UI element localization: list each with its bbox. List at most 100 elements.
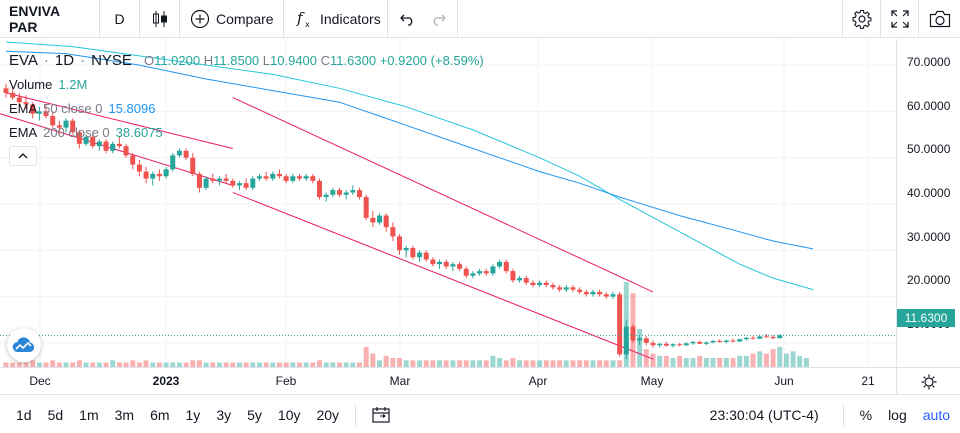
candle-body	[350, 190, 356, 193]
candle-body	[750, 337, 756, 339]
range-6m[interactable]: 6m	[150, 406, 170, 423]
candle-body	[216, 178, 222, 181]
interval-button[interactable]: D	[100, 0, 140, 38]
compare-button[interactable]: Compare	[180, 0, 284, 38]
snapshot-button[interactable]	[918, 0, 960, 38]
undo-icon[interactable]	[400, 12, 416, 26]
close-value: 11.6300	[330, 52, 377, 68]
volume-bar	[677, 355, 683, 367]
volume-bar	[270, 362, 276, 367]
legend-collapse-button[interactable]	[9, 146, 37, 166]
symbol-legend: EVA · 1D · NYSE O11.0200 H11.8500 L10.94…	[9, 48, 484, 72]
auto-toggle[interactable]: auto	[922, 406, 950, 423]
candle-body	[3, 88, 9, 93]
volume-bar	[83, 362, 89, 367]
price-tick: 30.0000	[907, 230, 951, 244]
change-value: +0.9200 (+8.59%)	[379, 52, 484, 68]
goto-date-icon[interactable]	[364, 406, 398, 423]
volume-bar	[357, 362, 363, 367]
divider	[355, 403, 357, 426]
candle-body	[483, 271, 489, 274]
candle-body	[470, 273, 476, 276]
range-5y[interactable]: 5y	[247, 406, 262, 423]
volume-bar	[657, 355, 663, 367]
range-3m[interactable]: 3m	[114, 406, 135, 423]
candle-body	[263, 176, 269, 179]
volume-bar	[316, 360, 322, 367]
volume-bar	[36, 362, 42, 367]
volume-bar	[256, 362, 262, 367]
volume-bar	[397, 358, 403, 367]
candle-body	[143, 171, 149, 179]
candle-body	[403, 247, 409, 251]
volume-bar	[790, 351, 796, 367]
percent-toggle[interactable]: %	[859, 406, 873, 423]
volume-bar	[343, 362, 349, 367]
volume-bar	[437, 360, 443, 367]
volume-bar	[450, 360, 456, 367]
volume-bar	[497, 358, 503, 367]
symbol-search-button[interactable]: ENVIVA PAR	[0, 0, 100, 38]
volume-legend[interactable]: Volume 1.2M	[9, 72, 484, 96]
ema50-line	[5, 50, 814, 250]
volume-bar	[210, 362, 216, 367]
volume-bar	[423, 360, 429, 367]
range-20y[interactable]: 20y	[316, 406, 340, 423]
volume-bar	[430, 360, 436, 367]
fullscreen-button[interactable]	[880, 0, 918, 38]
volume-bar	[10, 362, 16, 367]
candle-body	[343, 192, 349, 195]
ema50-legend[interactable]: EMA 50 close 0 15.8096	[9, 96, 484, 120]
last-price-label: 11.6300	[897, 309, 955, 327]
volume-bar	[123, 362, 129, 367]
candle-body	[530, 282, 536, 285]
price-chart[interactable]	[0, 39, 896, 367]
volume-bar	[730, 358, 736, 367]
indicators-label: Indicators	[320, 11, 381, 27]
range-5d[interactable]: 5d	[47, 406, 64, 423]
volume-bar	[603, 360, 609, 367]
time-axis[interactable]: Dec 2023 Feb Mar Apr May Jun 21	[0, 367, 960, 395]
range-1d[interactable]: 1d	[16, 406, 32, 423]
candle-body	[763, 336, 769, 338]
timezone-clock[interactable]: 23:30:04 (UTC-4)	[709, 406, 819, 423]
candle-body	[683, 343, 689, 346]
log-toggle[interactable]: log	[888, 406, 907, 423]
range-1y[interactable]: 1y	[185, 406, 201, 423]
candle-body	[730, 340, 736, 342]
ema200-legend[interactable]: EMA 200 close 0 38.6075	[9, 120, 484, 144]
candle-body	[103, 141, 109, 151]
volume-bar	[517, 360, 523, 367]
tradingview-logo-button[interactable]	[7, 328, 41, 362]
range-10y[interactable]: 10y	[277, 406, 301, 423]
volume-bar	[710, 358, 716, 367]
chart-pane[interactable]	[0, 39, 960, 367]
range-1m[interactable]: 1m	[79, 406, 99, 423]
candle-body	[590, 291, 596, 295]
scale-settings-button[interactable]	[896, 368, 960, 395]
sun-settings-icon	[921, 374, 937, 390]
candle-body	[503, 261, 509, 272]
volume-bar	[530, 360, 536, 367]
candle-body	[757, 336, 763, 339]
settings-button[interactable]	[842, 0, 880, 38]
ema200-name: EMA	[9, 124, 38, 140]
legend-separator: ·	[80, 51, 86, 69]
volume-bar	[3, 362, 9, 367]
compare-label: Compare	[216, 11, 274, 27]
symbol-name: ENVIVA PAR	[9, 3, 60, 35]
redo-icon[interactable]	[430, 12, 446, 26]
volume-bar	[16, 362, 22, 367]
candle-body	[156, 173, 162, 177]
ema50-value: 15.8096	[108, 100, 156, 116]
legend-separator: ·	[43, 51, 49, 69]
range-3y[interactable]: 3y	[216, 406, 232, 423]
candle-body	[16, 97, 22, 103]
volume-bar	[163, 362, 169, 367]
candle-body	[316, 180, 322, 198]
open-label: O	[143, 52, 155, 68]
candle-body	[370, 217, 376, 223]
ema50-params: 50 close 0	[43, 100, 103, 116]
chart-type-button[interactable]	[140, 0, 180, 38]
